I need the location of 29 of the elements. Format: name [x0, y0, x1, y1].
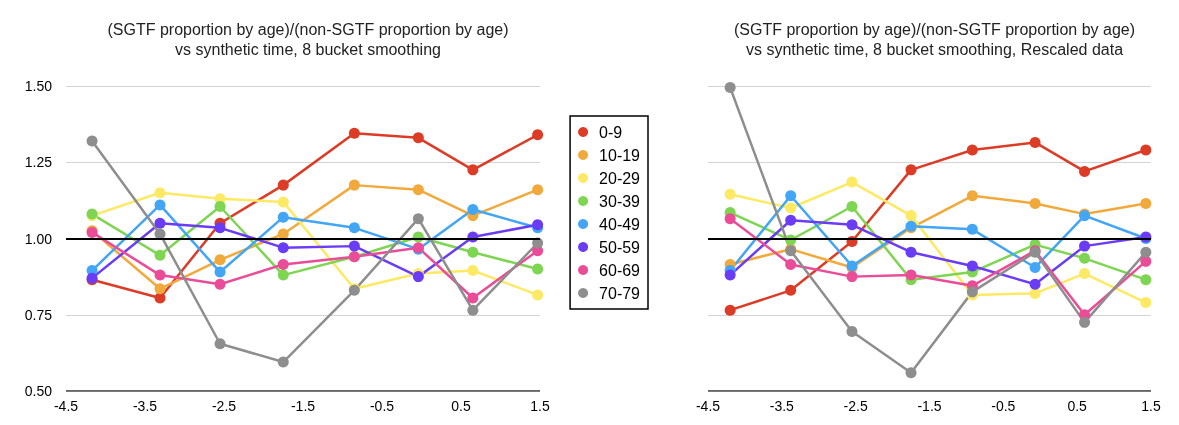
legend-label: 30-39 — [599, 192, 641, 210]
legend-label: 0-9 — [599, 123, 623, 141]
y-tick-label: 1.00 — [24, 230, 53, 247]
y-tick-label: 1.25 — [24, 154, 53, 171]
legend-label: 10-19 — [599, 146, 641, 164]
x-tick-label: -2.5 — [211, 398, 237, 414]
x-tick-label: 1.5 — [530, 398, 550, 414]
legend-label: 40-49 — [599, 215, 641, 233]
legend-label: 50-59 — [599, 238, 641, 256]
chart-title: (SGTF proportion by age)/(non-SGTF proportion by age) vs synthetic time, 8 bucket smoothing, Rescaled data — [733, 20, 1136, 58]
y-tick-label: 0.50 — [24, 383, 53, 399]
chart-title: (SGTF proportion by age)/(non-SGTF proportion by age) vs synthetic time, 8 bucket smoothing — [107, 20, 509, 58]
y-tick-label: 1.50 — [24, 78, 53, 94]
x-tick-label: -4.5 — [695, 398, 721, 414]
legend-label: 20-29 — [599, 169, 641, 187]
x-tick-label: 0.5 — [451, 398, 471, 414]
x-tick-label: -4.5 — [53, 398, 79, 414]
legend-label: 60-69 — [599, 261, 641, 279]
x-tick-label: 1.5 — [1141, 398, 1161, 414]
legend-label: 70-79 — [599, 284, 641, 302]
x-tick-label: -0.5 — [369, 398, 395, 414]
x-tick-label: -1.5 — [290, 398, 316, 414]
x-tick-label: -2.5 — [843, 398, 868, 414]
x-tick-label: -1.5 — [917, 398, 942, 414]
x-tick-label: -0.5 — [991, 398, 1016, 414]
y-tick-label: 0.75 — [24, 306, 53, 323]
x-tick-label: 0.5 — [1067, 398, 1088, 414]
x-tick-label: -3.5 — [769, 398, 795, 414]
x-tick-label: -3.5 — [132, 398, 158, 414]
